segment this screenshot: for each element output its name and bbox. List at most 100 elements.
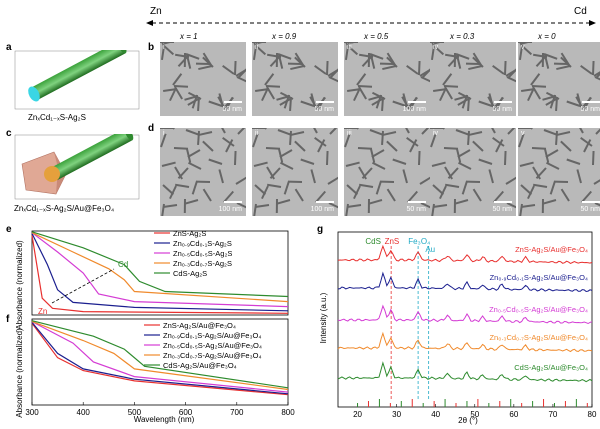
legend-label-e-0: ZnS-Ag₂S	[173, 229, 206, 238]
series-line-f-0	[31, 322, 289, 396]
scale-bar-label: 100 nm	[310, 206, 334, 213]
tem-image-row_d-i: i 100 nm	[160, 128, 246, 216]
tem-index: ii	[255, 44, 259, 51]
tem-index: i	[163, 44, 165, 51]
xlabel-g: 2θ (°)	[458, 416, 478, 425]
series-line-e-3	[31, 232, 289, 303]
scale-bar	[316, 201, 334, 203]
xrd-annotation-3: Au	[425, 245, 435, 254]
scale-bar	[408, 101, 426, 103]
xrd-series-0	[337, 244, 593, 264]
scale-bar-label: 50 nm	[314, 106, 334, 113]
xtick-label-g-4: 60	[509, 410, 518, 419]
scale-bar	[224, 101, 242, 103]
legend-label-f-3: Zn₀.₃Cd₀.₇S-Ag₂S/Au@Fe₃O₄	[163, 351, 262, 360]
series-line-f-4	[31, 320, 289, 389]
panel-label-d: d	[148, 123, 155, 134]
panel-label-f: f	[6, 314, 10, 325]
xtick-label-f-5: 800	[281, 408, 295, 417]
scale-bar-label: 50 nm	[492, 106, 512, 113]
xrd-series-label-3: Zn₀.₃Cd₀.₇S-Ag₂S/Au@Fe₃O₄	[489, 333, 588, 342]
scale-bar	[582, 101, 600, 103]
legend-label-f-4: CdS-Ag₂S/Au@Fe₃O₄	[163, 361, 237, 370]
series-line-e-0	[31, 235, 289, 314]
series-line-f-3	[31, 321, 289, 391]
scale-bar-label: 50 nm	[406, 206, 426, 213]
plot-frame-e	[31, 230, 289, 316]
tem-index: iii	[347, 130, 352, 137]
tem-image-row_b-v: v 50 nm	[518, 42, 600, 116]
scale-bar-label: 50 nm	[580, 106, 600, 113]
panel-label-g: g	[317, 224, 324, 235]
xtick-label-f-2: 500	[128, 408, 142, 417]
nanorod-schematic-a	[14, 50, 140, 110]
scale-bar-label: 50 nm	[222, 106, 242, 113]
xrd-series-4	[337, 361, 593, 383]
xrd-series-3	[337, 331, 593, 353]
composition-label-3: x = 0.3	[450, 32, 475, 41]
tem-image-row_b-ii: ii 50 nm	[252, 42, 338, 116]
series-line-f-1	[31, 322, 289, 395]
composition-label-2: x = 0.5	[364, 32, 389, 41]
annotation-zn: Zn	[38, 307, 47, 316]
xtick-label-g-2: 40	[431, 410, 440, 419]
tem-index: v	[521, 44, 525, 51]
schematic-c-caption: ZnₓCd₁₋ₓS-Ag₂S/Au@Fe₃O₄	[14, 204, 115, 213]
xtick-label-g-5: 70	[548, 410, 557, 419]
tem-index: iv	[433, 44, 439, 51]
xtick-label-g-6: 80	[588, 410, 597, 419]
panel-label-c: c	[6, 128, 12, 139]
scale-bar	[494, 201, 512, 203]
ylabel-f: Absorbance (normalized)	[15, 328, 24, 418]
zn-cd-arrow	[51, 268, 115, 304]
xrd-series-1	[337, 271, 593, 293]
zn-label-top: Zn	[150, 6, 162, 17]
tem-index: iv	[433, 130, 439, 137]
scale-bar-label: 50 nm	[580, 206, 600, 213]
tem-image-row_b-i: i 50 nm	[160, 42, 246, 116]
absorbance-charts-ef: Absorbance (normalized) Absorbance (norm…	[15, 229, 295, 424]
xtick-label-g-1: 30	[392, 410, 401, 419]
panel-label-a: a	[6, 42, 12, 53]
legend-label-f-1: Zn₀.₉Cd₀.₁S-Ag₂S/Au@Fe₃O₄	[163, 331, 261, 340]
composition-label-4: x = 0	[538, 32, 556, 41]
xrd-series-label-4: CdS-Ag₂S/Au@Fe₃O₄	[514, 363, 588, 372]
xtick-label-f-4: 700	[230, 408, 244, 417]
xrd-annotation-1: ZnS	[385, 237, 400, 246]
composition-label-0: x = 1	[180, 32, 198, 41]
composition-label-1: x = 0.9	[272, 32, 297, 41]
tem-index: iii	[347, 44, 352, 51]
tem-index: ii	[255, 130, 259, 137]
tem-image-row_d-v: v 50 nm	[518, 128, 600, 216]
plot-frame-g	[337, 231, 593, 408]
panel-label-b: b	[148, 42, 155, 53]
series-line-e-1	[31, 233, 289, 312]
xrd-series-label-2: Zn₀.₅Cd₀.₅S-Ag₂S/Au@Fe₃O₄	[489, 305, 588, 314]
scale-bar	[408, 201, 426, 203]
xtick-label-g-0: 20	[353, 410, 362, 419]
legend-label-e-4: CdS-Ag₂S	[173, 269, 207, 278]
xlabel-f: Wavelength (nm)	[134, 415, 195, 424]
cd-label-top: Cd	[574, 6, 587, 17]
xtick-label-g-3: 50	[470, 410, 479, 419]
tem-image-row_b-iii: iii 100 nm	[344, 42, 430, 116]
xrd-chart-g: Intensity (a.u.) 2θ (°) 20 30 40 50 60 70 80 Zn…	[319, 231, 597, 425]
scale-bar-label: 100 nm	[402, 106, 426, 113]
scale-bar	[224, 201, 242, 203]
tem-image-row_d-iii: iii 50 nm	[344, 128, 430, 216]
tem-image-row_b-iv: iv 50 nm	[430, 42, 516, 116]
schematic-a-caption: ZnₓCd₁₋ₓS-Ag₂S	[28, 113, 86, 122]
tem-index: i	[163, 130, 165, 137]
scale-bar	[494, 101, 512, 103]
legend-label-e-2: Zn₀.₅Cd₀.₅S-Ag₂S	[173, 249, 232, 258]
nanorod-schematic-c	[14, 134, 140, 200]
plot-frame-f	[31, 318, 289, 406]
scale-bar	[582, 201, 600, 203]
xrd-series-label-0: ZnS-Ag₂S/Au@Fe₃O₄	[515, 245, 588, 254]
xrd-annotation-2: Fe₃O₄	[408, 237, 430, 246]
legend-label-f-2: Zn₀.₅Cd₀.₅S-Ag₂S/Au@Fe₃O₄	[163, 341, 262, 350]
tem-image-row_d-ii: ii 100 nm	[252, 128, 338, 216]
ylabel-g: Intensity (a.u.)	[319, 292, 328, 343]
xtick-label-f-0: 300	[25, 408, 39, 417]
xrd-annotation-0: CdS	[365, 237, 381, 246]
